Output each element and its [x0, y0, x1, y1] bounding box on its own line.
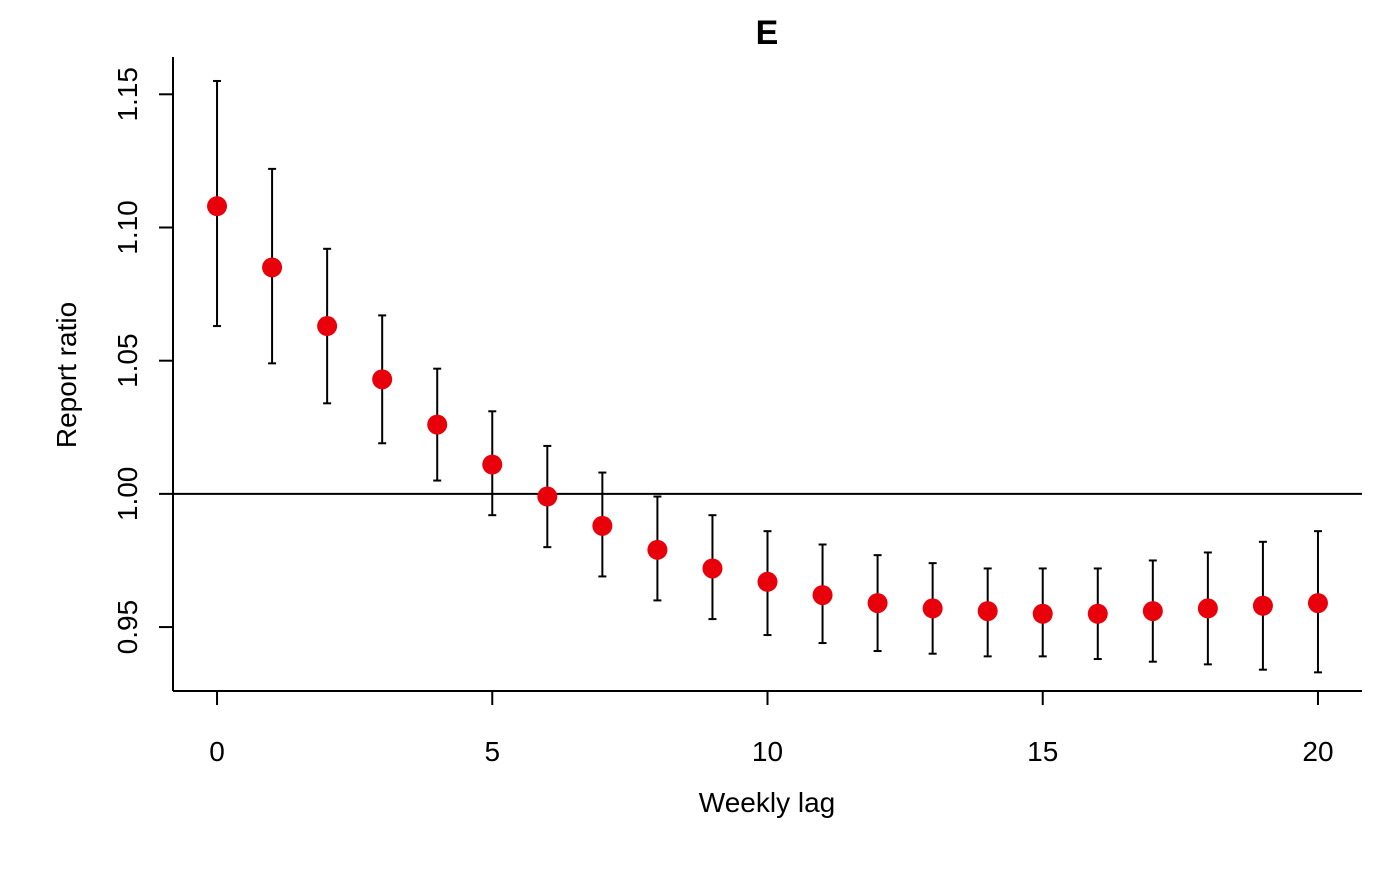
data-point [1032, 603, 1053, 624]
y-tick-label: 1.05 [112, 333, 143, 388]
data-point [977, 601, 998, 622]
data-point [1252, 595, 1273, 616]
x-tick-label: 0 [209, 736, 225, 767]
x-tick-label: 10 [752, 736, 783, 767]
data-point [1087, 603, 1108, 624]
data-point [317, 316, 338, 337]
data-point [647, 539, 668, 560]
data-point [592, 515, 613, 536]
y-axis-label: Report ratio [51, 302, 82, 448]
data-point [922, 598, 943, 619]
data-point [867, 593, 888, 614]
x-tick-label: 20 [1302, 736, 1333, 767]
data-point [207, 196, 228, 217]
data-points [207, 196, 1328, 624]
data-point [537, 486, 558, 507]
y-tick-label: 1.00 [112, 467, 143, 522]
y-tick-label: 1.15 [112, 67, 143, 122]
x-tick-label: 5 [484, 736, 500, 767]
y-tick-label: 1.10 [112, 200, 143, 255]
data-point [812, 585, 833, 606]
x-axis-label: Weekly lag [699, 787, 835, 818]
chart-title: E [756, 14, 779, 52]
data-point [262, 257, 283, 278]
y-tick-label: 0.95 [112, 600, 143, 655]
data-point [372, 369, 393, 390]
data-point [1197, 598, 1218, 619]
data-point [427, 414, 448, 435]
data-point [482, 454, 503, 475]
data-point [1142, 601, 1163, 622]
x-tick-label: 15 [1027, 736, 1058, 767]
data-point [757, 571, 778, 592]
data-point [702, 558, 723, 579]
axes: 0.95 1.00 1.05 1.10 1.15 0 5 10 15 20 [112, 57, 1362, 767]
data-point [1307, 593, 1328, 614]
